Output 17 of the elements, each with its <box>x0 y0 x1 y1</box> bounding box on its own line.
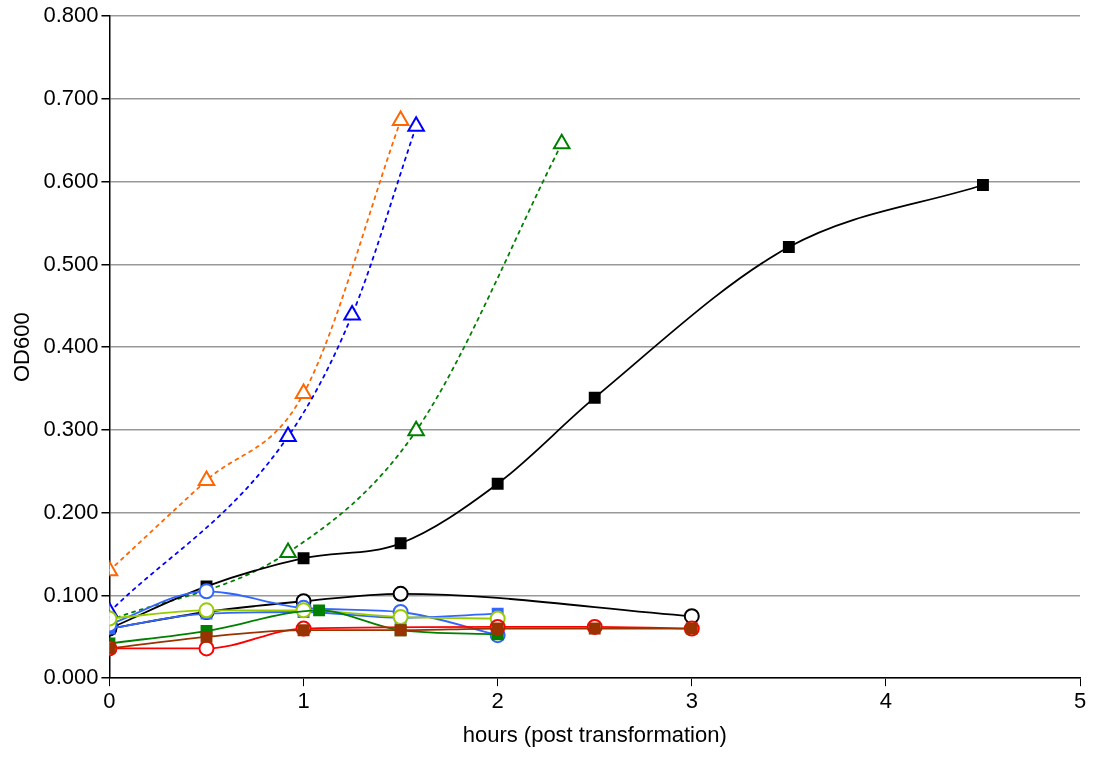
y-tick-label: 0.800 <box>43 2 99 28</box>
x-tick-label: 3 <box>685 688 698 714</box>
y-tick-label: 0.000 <box>43 664 99 690</box>
y-tick-label: 0.600 <box>43 167 99 193</box>
x-tick-label: 1 <box>297 688 310 714</box>
y-tick-label: 0.200 <box>43 498 99 524</box>
y-tick-label: 0.700 <box>43 85 99 111</box>
y-tick-label: 0.400 <box>43 333 99 359</box>
x-tick-label: 5 <box>1073 688 1087 714</box>
x-tick-label: 4 <box>879 688 893 714</box>
x-tick-label: 0 <box>103 688 116 714</box>
x-tick-label: 2 <box>491 688 504 714</box>
y-tick-label: 0.300 <box>43 416 99 442</box>
y-axis-title: OD600 <box>9 312 35 383</box>
y-tick-label: 0.500 <box>43 250 99 276</box>
y-tick-label: 0.100 <box>43 581 99 607</box>
x-axis-title: hours (post transformation) <box>462 721 727 747</box>
